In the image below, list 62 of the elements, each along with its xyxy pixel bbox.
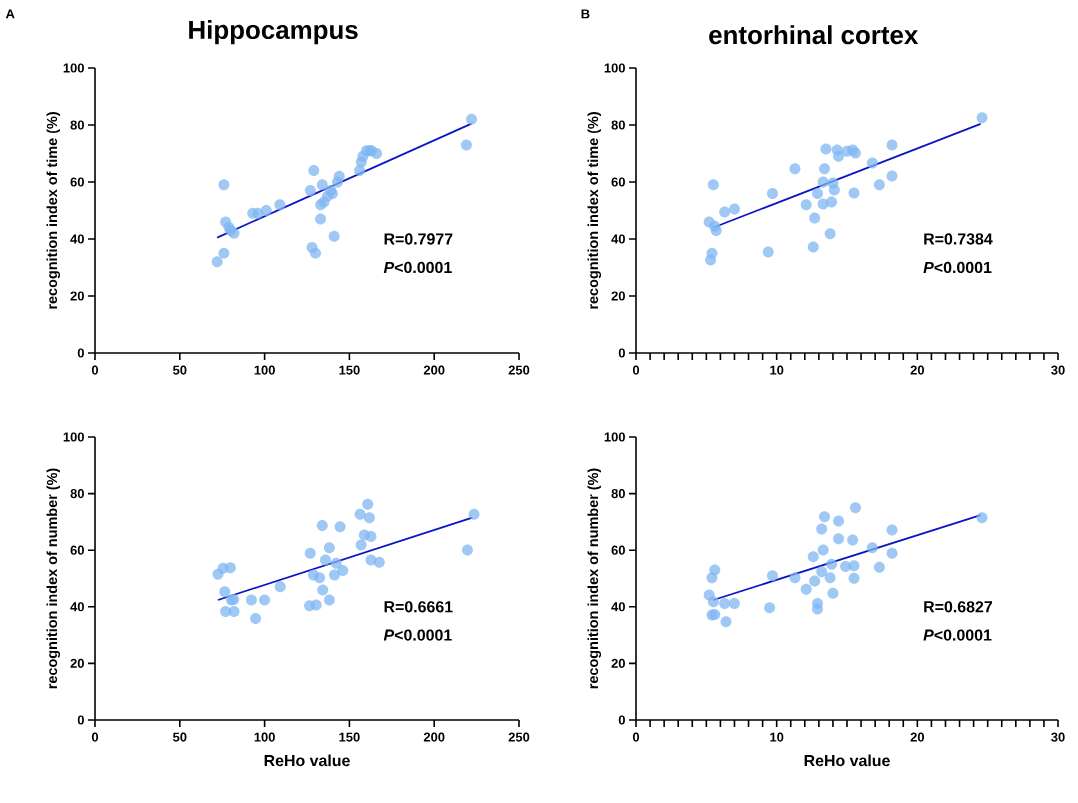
x-tick-label: 50: [173, 365, 187, 375]
x-tick-label: 30: [1051, 365, 1065, 375]
x-tick-label: 150: [339, 732, 360, 742]
x-axis-title: ReHo value: [264, 754, 350, 767]
y-tick-label: 20: [611, 658, 625, 668]
x-tick-label: 0: [91, 732, 99, 742]
y-tick-label: 0: [77, 715, 84, 725]
annotation: P<0.0001: [383, 261, 452, 274]
text: B: [581, 9, 590, 19]
x-tick-label: 20: [910, 365, 925, 375]
y-tick-label: 0: [618, 715, 625, 725]
y-tick-label: 80: [611, 120, 625, 130]
x-tick-label: 30: [1051, 732, 1065, 742]
x-tick-label: 10: [770, 732, 784, 742]
y-tick-label: 20: [70, 291, 84, 301]
y-tick-label: 40: [611, 234, 625, 244]
annotation: R=0.7977: [384, 233, 453, 245]
annotation: R=0.6827: [924, 601, 993, 613]
y-tick-label: 100: [604, 432, 625, 442]
y-tick-label: 40: [611, 602, 625, 612]
x-tick-label: 100: [254, 365, 275, 375]
x-axis-title: ReHo value: [804, 754, 890, 767]
x-tick-label: 10: [770, 365, 784, 375]
chart-title: Hippocampus: [189, 20, 358, 45]
y-tick-label: 60: [611, 545, 625, 555]
y-tick-label: 20: [611, 291, 625, 301]
y-tick-label: 40: [70, 234, 84, 244]
y-axis-title: recognition index of time (%): [587, 112, 602, 309]
y-tick-label: 60: [611, 177, 625, 187]
y-tick-label: 80: [70, 488, 84, 499]
x-tick-label: 200: [423, 365, 445, 375]
annotation: P<0.0001: [923, 629, 992, 641]
annotation: P<0.0001: [923, 261, 992, 274]
x-tick-label: 250: [508, 365, 530, 375]
x-tick-label: 100: [254, 732, 275, 742]
y-tick-label: 80: [611, 488, 625, 499]
y-tick-label: 60: [70, 177, 84, 187]
x-tick-label: 0: [91, 365, 99, 375]
y-tick-label: 100: [63, 432, 84, 442]
annotation: R=0.7384: [924, 233, 993, 245]
annotation: P<0.0001: [383, 629, 452, 641]
text: A: [5, 9, 15, 19]
y-tick-label: 0: [77, 348, 84, 358]
x-tick-label: 150: [339, 365, 360, 375]
y-tick-label: 20: [70, 658, 84, 668]
y-axis-title: recognition index of time (%): [46, 112, 61, 309]
x-tick-label: 0: [632, 365, 640, 375]
x-tick-label: 200: [423, 732, 445, 742]
annotation: R=0.6661: [384, 601, 453, 613]
x-tick-label: 20: [910, 732, 925, 742]
x-tick-label: 50: [173, 732, 187, 742]
y-tick-label: 100: [63, 63, 84, 73]
chart-title: entorhinal cortex: [709, 25, 919, 45]
y-tick-label: 0: [618, 348, 625, 358]
x-tick-label: 0: [632, 732, 640, 742]
y-tick-label: 80: [70, 120, 84, 130]
y-axis-title: recognition index of number (%): [46, 468, 61, 689]
y-axis-title: recognition index of number (%): [587, 468, 602, 689]
x-tick-label: 250: [508, 732, 530, 742]
y-tick-label: 40: [70, 602, 84, 612]
y-tick-label: 60: [70, 545, 84, 555]
y-tick-label: 100: [604, 63, 625, 73]
